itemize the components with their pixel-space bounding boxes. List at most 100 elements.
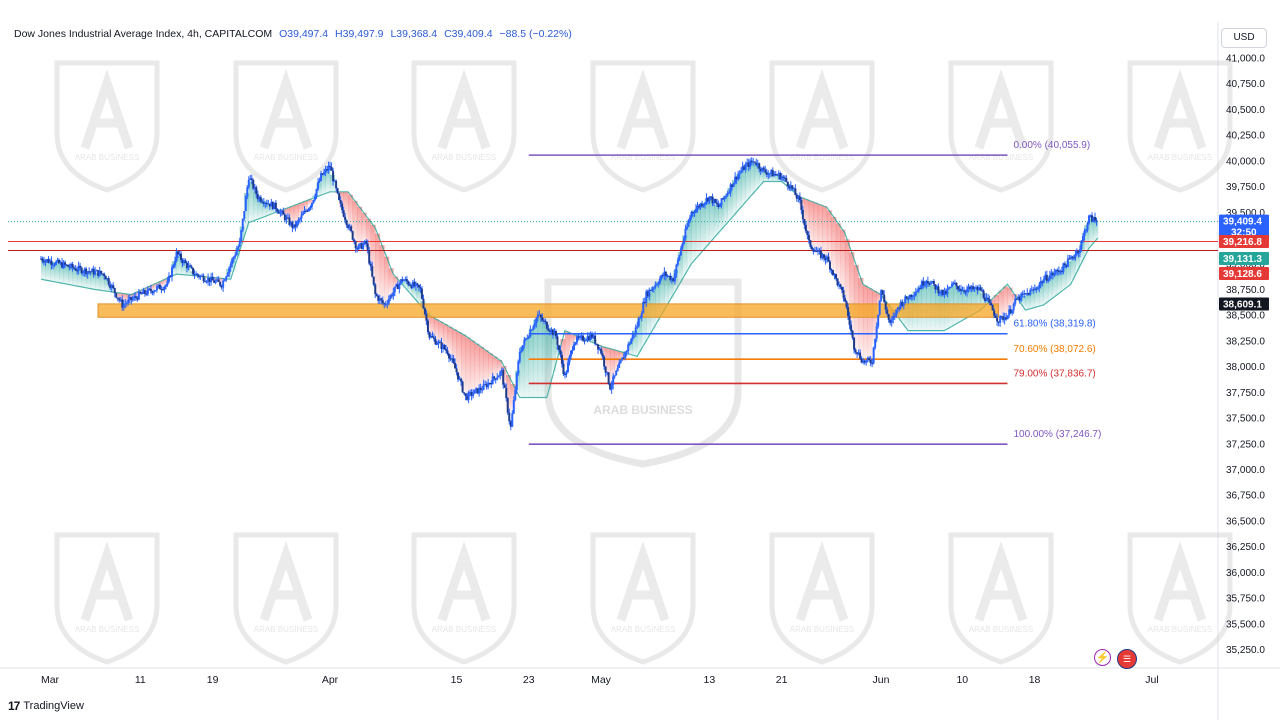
cloud-band-green	[59, 264, 64, 284]
cloud-band-green	[95, 272, 101, 290]
cloud-band-red	[158, 281, 164, 287]
candle-up	[1017, 296, 1020, 300]
candle-down	[104, 276, 107, 280]
cloud-band-green	[628, 340, 634, 355]
candle-down	[563, 374, 566, 376]
watermark-shield-icon	[948, 532, 1054, 665]
watermark-center-shield-icon	[544, 278, 742, 468]
candle-up	[565, 372, 568, 375]
candle-down	[217, 279, 220, 282]
cloud-band-red	[370, 224, 376, 282]
candle-up	[95, 270, 98, 272]
candle-down	[854, 349, 857, 353]
cloud-band-green	[1070, 256, 1076, 280]
candle-down	[506, 398, 509, 413]
candle-down	[601, 353, 604, 357]
watermark-text: ARAB BUSINESS	[611, 153, 675, 162]
candle-down	[603, 356, 606, 367]
candle-down	[560, 354, 563, 364]
cloud-band-red	[284, 208, 290, 221]
flag-icon[interactable]: ☰	[1117, 649, 1137, 669]
watermark-letter-icon	[974, 540, 1028, 622]
cloud-band-green	[248, 181, 254, 222]
candle-down	[47, 259, 50, 263]
candle-down	[646, 291, 649, 297]
candle-down	[74, 268, 77, 271]
candle-down	[329, 165, 332, 168]
candle-up	[187, 265, 190, 269]
candle-down	[1024, 293, 1027, 295]
candle-down	[426, 320, 429, 333]
cloud-band-green	[971, 289, 977, 314]
candle-down	[479, 387, 482, 390]
candle-up	[496, 377, 499, 380]
candle-down	[847, 307, 850, 317]
candle-up	[780, 176, 783, 180]
y-tick-label: 38,250.0	[1226, 336, 1265, 347]
candle-up	[264, 203, 267, 205]
cloud-band-red	[375, 233, 381, 298]
candle-down	[607, 372, 610, 384]
lightning-icon[interactable]: ⚡	[1094, 649, 1111, 666]
candle-up	[1092, 217, 1095, 222]
x-tick-label: May	[591, 674, 612, 686]
candle-up	[414, 283, 417, 287]
candle-up	[756, 163, 759, 166]
candle-down	[145, 293, 148, 295]
candle-down	[274, 202, 277, 210]
candle-down	[116, 297, 119, 299]
candle-down	[416, 283, 419, 285]
cloud-band-green	[54, 263, 60, 283]
candle-down	[762, 167, 765, 170]
cloud-band-green	[691, 210, 697, 262]
chart-icons: ⚡ ☰	[1094, 649, 1137, 669]
cloud-band-green	[975, 289, 981, 312]
candle-up	[633, 333, 636, 335]
candle-down	[669, 275, 672, 281]
cloud-band-green	[99, 273, 105, 291]
candle-down	[595, 343, 598, 345]
cloud-band-green	[632, 330, 638, 356]
tradingview-footer[interactable]: 17 TradingView	[8, 699, 84, 713]
candle-down	[451, 358, 454, 360]
candle-down	[764, 169, 767, 173]
cloud-band-red	[998, 290, 1004, 320]
candle-down	[452, 358, 455, 363]
currency-button[interactable]: USD	[1221, 28, 1267, 48]
candle-up	[231, 259, 234, 264]
cloud-band-red	[451, 329, 457, 367]
cloud-band-red	[479, 347, 484, 389]
candle-up	[301, 213, 304, 216]
candle-up	[1089, 215, 1092, 217]
cloud-band-red	[862, 285, 868, 362]
cloud-band-red	[302, 201, 308, 212]
cloud-band-red	[1007, 287, 1013, 312]
candle-down	[937, 286, 940, 294]
cloud-band-red	[447, 326, 453, 357]
candle-up	[877, 314, 880, 327]
candle-up	[467, 392, 470, 400]
cloud-band-red	[804, 199, 810, 233]
cloud-band-green	[695, 206, 701, 257]
candle-up	[1026, 292, 1029, 294]
candle-down	[868, 357, 871, 360]
candle-down	[448, 353, 451, 359]
candle-up	[931, 280, 934, 283]
candle-up	[133, 296, 136, 299]
candle-up	[317, 182, 320, 189]
candle-down	[839, 284, 842, 287]
candle-up	[568, 356, 571, 363]
candle-up	[226, 273, 229, 277]
open-value: O39,497.4	[279, 28, 329, 40]
candle-down	[994, 315, 997, 318]
candle-down	[454, 362, 457, 369]
price-tag-3	[1219, 266, 1269, 280]
cloud-band-red	[429, 316, 435, 338]
candle-up	[289, 222, 292, 226]
candle-down	[1060, 271, 1063, 273]
y-tick-label: 39,750.0	[1226, 182, 1265, 193]
watermark-badge: ARAB BUSINESS	[590, 60, 696, 193]
candle-down	[672, 278, 675, 282]
candle-down	[366, 243, 369, 251]
